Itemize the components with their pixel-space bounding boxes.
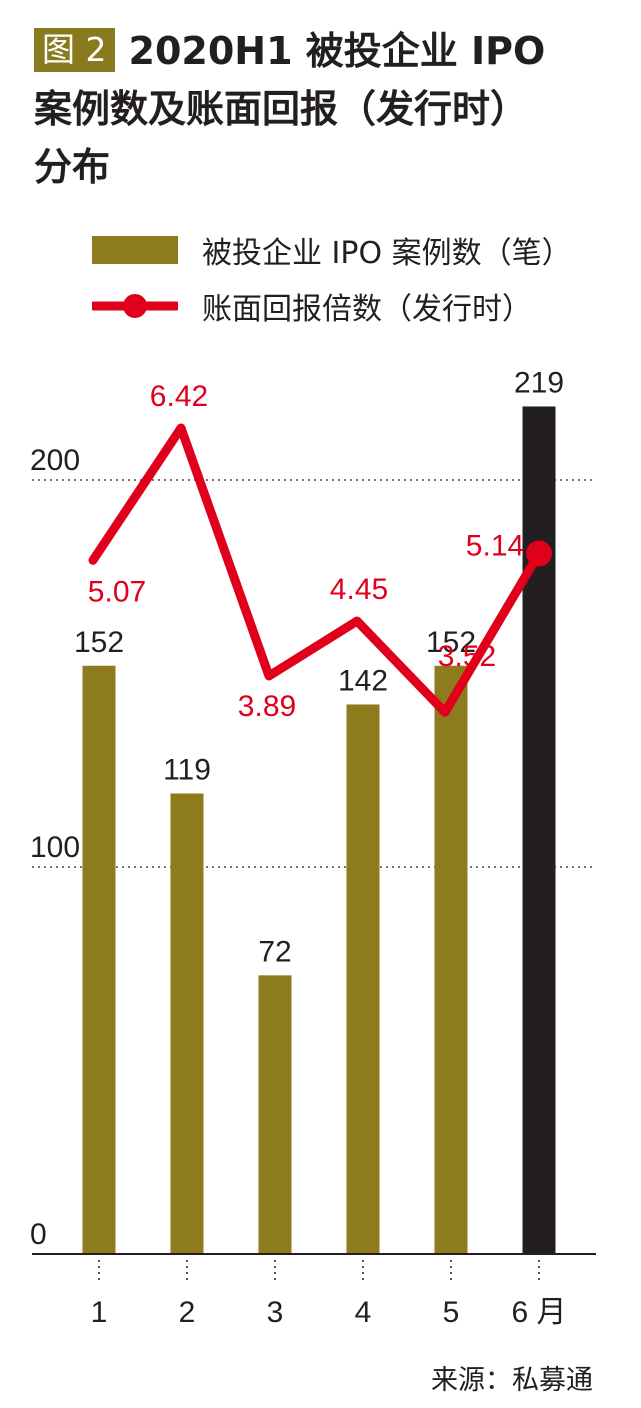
bar-label-6: 219 [514, 366, 564, 399]
source-note: 来源：私募通 [431, 1365, 593, 1396]
title-text-1: 2020H1 被投企业 IPO [128, 29, 546, 73]
bar-label-3: 72 [258, 935, 291, 968]
x-tick-label-2: 2 [179, 1296, 196, 1329]
legend-item-line: 账面回报倍数（发行时） [92, 278, 572, 334]
bar-2 [170, 793, 204, 1254]
legend-line-label: 账面回报倍数（发行时） [202, 292, 532, 327]
line-label-4: 4.45 [330, 573, 388, 606]
bar-label-5: 152 [426, 626, 476, 659]
figure-badge: 图 2 [34, 28, 115, 72]
bar-6 [522, 406, 556, 1255]
title-line-2: 案例数及账面回报（发行时） [34, 87, 529, 131]
return-multiple-line [88, 423, 544, 717]
x-tick-label-3: 3 [267, 1296, 284, 1329]
bar-label-2: 119 [163, 753, 211, 786]
y-tick-label-100: 100 [30, 831, 80, 864]
bar-5 [434, 665, 468, 1254]
y-tick-label-0: 0 [30, 1218, 47, 1251]
x-tick-label-4: 4 [355, 1296, 372, 1329]
legend-bar-swatch [92, 236, 178, 264]
x-tick-label-6: 6 月 [511, 1296, 566, 1329]
line-label-5: 3.52 [438, 640, 496, 673]
y-tick-label-200: 200 [30, 444, 80, 477]
x-tick-label-5: 5 [443, 1296, 460, 1329]
bar-1 [82, 665, 116, 1254]
line-label-6: 5.14 [466, 529, 524, 562]
legend-item-bars: 被投企业 IPO 案例数（笔） [92, 222, 572, 278]
legend: 被投企业 IPO 案例数（笔） 账面回报倍数（发行时） [92, 222, 572, 334]
line-label-2: 6.42 [150, 380, 208, 413]
chart-title: 图 2 2020H1 被投企业 IPO 案例数及账面回报（发行时） 分布 [34, 22, 624, 196]
line-point-6 [526, 540, 552, 567]
line-label-3: 3.89 [238, 690, 296, 723]
bar-label-1: 152 [74, 626, 124, 659]
title-line-1: 图 2 2020H1 被投企业 IPO [34, 22, 624, 80]
title-line-3: 分布 [34, 145, 111, 189]
bar-label-4: 142 [338, 664, 388, 697]
bar-4 [346, 704, 380, 1254]
legend-line-swatch [92, 292, 178, 320]
legend-bar-label: 被投企业 IPO 案例数（笔） [202, 236, 572, 271]
line-label-1: 5.07 [88, 575, 146, 608]
bar-3 [258, 975, 292, 1254]
x-tick-label-1: 1 [91, 1296, 108, 1329]
